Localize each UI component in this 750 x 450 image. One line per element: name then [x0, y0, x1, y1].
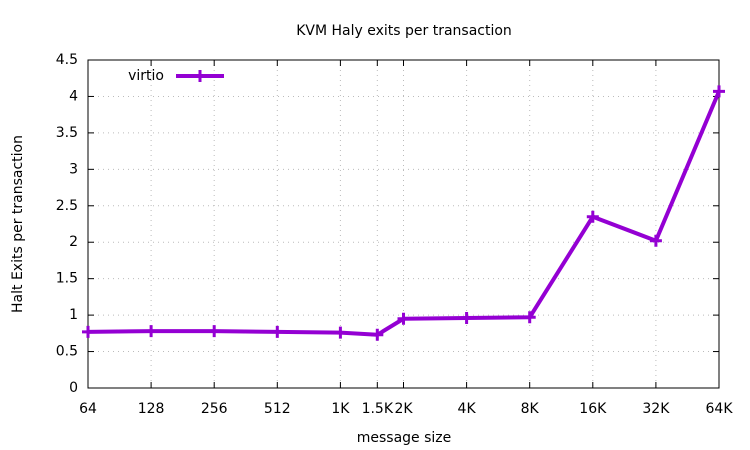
point-marker: [82, 325, 94, 338]
y-tick-label: 1: [69, 307, 78, 323]
y-tick-label: 1.5: [56, 271, 78, 287]
x-tick-label: 1.5K: [362, 401, 394, 417]
point-marker: [649, 234, 662, 247]
x-tick-label: 64: [79, 401, 97, 417]
y-axis-label: Halt Exits per transaction: [10, 135, 26, 313]
point-marker: [460, 312, 473, 325]
legend-label: virtio: [128, 68, 164, 84]
x-tick-label: 8K: [521, 401, 540, 417]
y-tick-label: 3.5: [56, 125, 78, 141]
series-line: [87, 90, 721, 337]
y-tick-label: 4.5: [56, 52, 78, 68]
y-tick-label: 0.5: [56, 344, 78, 360]
y-tick-label: 3: [69, 161, 78, 177]
x-tick-label: 512: [264, 401, 291, 417]
x-tick-label: 128: [138, 401, 165, 417]
y-tick-label: 2: [69, 234, 78, 250]
x-tick-label: 16K: [579, 401, 607, 417]
x-tick-label: 4K: [458, 401, 477, 417]
x-tick-label: 32K: [642, 401, 670, 417]
x-tick-label: 1K: [331, 401, 350, 417]
point-marker: [397, 312, 410, 325]
legend-marker: [194, 70, 206, 82]
chart-title: KVM Haly exits per transaction: [296, 23, 512, 39]
point-marker: [334, 326, 347, 339]
point-marker: [271, 325, 284, 338]
point-marker: [145, 325, 158, 338]
point-marker: [523, 311, 536, 324]
point-marker: [371, 328, 384, 341]
y-tick-label: 0: [69, 380, 78, 396]
point-marker: [208, 325, 221, 338]
x-axis-label: message size: [357, 430, 452, 446]
y-tick-label: 4: [69, 88, 78, 104]
point-marker: [713, 85, 725, 98]
x-tick-label: 256: [201, 401, 228, 417]
point-marker: [586, 210, 599, 223]
x-tick-label: 64K: [706, 401, 734, 417]
x-tick-label: 2K: [394, 401, 413, 417]
y-tick-label: 2.5: [56, 198, 78, 214]
plot-frame: [87, 59, 720, 389]
